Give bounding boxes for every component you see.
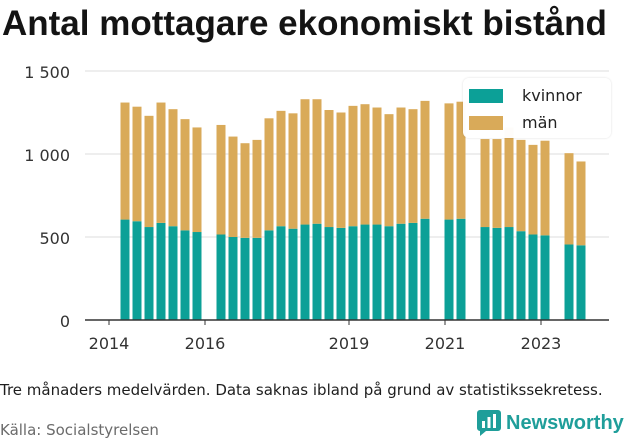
bar-kvinnor-2017-05 [264, 230, 274, 320]
bar-kvinnor-2020-02 [396, 223, 406, 320]
bar-man-2019-11 [384, 114, 394, 227]
x-tick-label: 2021 [425, 334, 466, 353]
bar-man-2018-08 [324, 110, 334, 228]
bar-kvinnor-2015-08 [180, 230, 190, 320]
bar-man-2015-02 [156, 102, 166, 223]
bar-kvinnor-2017-02 [252, 237, 262, 320]
bar-kvinnor-2022-08 [516, 231, 526, 320]
bar-kvinnor-2022-05 [504, 227, 514, 320]
bar-kvinnor-2019-02 [348, 226, 358, 320]
bar-man-2023-08 [564, 153, 574, 245]
bar-man-2014-05 [120, 102, 130, 220]
newsworthy-chart-bubble-icon [476, 409, 502, 437]
bar-kvinnor-2023-08 [564, 244, 574, 320]
bar-man-2019-08 [372, 107, 382, 225]
bar-man-2022-08 [516, 139, 526, 232]
bar-man-2021-05 [456, 101, 466, 219]
bar-man-2022-05 [504, 127, 514, 228]
bar-kvinnor-2021-11 [480, 227, 490, 320]
bar-kvinnor-2021-02 [444, 219, 454, 320]
bar-kvinnor-2016-05 [216, 234, 226, 320]
bar-kvinnor-2019-11 [384, 226, 394, 320]
bar-kvinnor-2017-08 [276, 226, 286, 320]
bar-kvinnor-2018-11 [336, 227, 346, 320]
legend-label-kvinnor: kvinnor [522, 86, 582, 105]
bar-man-2019-02 [348, 105, 358, 227]
bar-man-2021-02 [444, 103, 454, 220]
x-tick-label: 2016 [185, 334, 226, 353]
source-credit: Källa: Socialstyrelsen [0, 421, 159, 439]
newsworthy-logo: Newsworthy [476, 409, 624, 437]
logo-text: Newsworthy [506, 412, 624, 434]
bar-man-2014-11 [144, 115, 154, 228]
bar-kvinnor-2020-08 [420, 218, 430, 320]
x-tick-label: 2019 [329, 334, 370, 353]
bar-man-2018-02 [300, 99, 310, 225]
bar-kvinnor-2014-08 [132, 221, 142, 320]
legend-item-kvinnor: kvinnor [469, 86, 582, 105]
y-tick-label: 1 500 [24, 63, 70, 82]
bar-man-2020-05 [408, 109, 418, 223]
bar-kvinnor-2015-05 [168, 226, 178, 320]
bar-kvinnor-2016-11 [240, 237, 250, 320]
bar-man-2015-11 [192, 127, 202, 233]
legend-label-man: män [522, 113, 558, 132]
chart-footnote: Tre månaders medelvärden. Data saknas ib… [0, 381, 603, 399]
bar-man-2020-02 [396, 107, 406, 224]
bar-kvinnor-2018-02 [300, 224, 310, 320]
bar-layer [120, 99, 586, 320]
bar-man-2017-11 [288, 113, 298, 229]
y-tick-label: 0 [60, 312, 70, 331]
bar-man-2014-08 [132, 106, 142, 222]
chart-title: Antal mottagare ekonomiskt bistånd [2, 4, 607, 43]
legend-item-man: män [469, 113, 558, 132]
legend-swatch-kvinnor [469, 89, 503, 103]
bar-man-2017-08 [276, 110, 286, 227]
bar-kvinnor-2018-08 [324, 227, 334, 320]
bar-kvinnor-2020-05 [408, 222, 418, 320]
y-tick-label: 1 000 [24, 146, 70, 165]
bar-kvinnor-2017-11 [288, 228, 298, 320]
bar-man-2015-05 [168, 109, 178, 227]
bar-kvinnor-2016-08 [228, 237, 238, 320]
bar-man-2021-11 [480, 139, 490, 228]
bar-kvinnor-2019-05 [360, 224, 370, 320]
x-tick-label: 2023 [521, 334, 562, 353]
bar-man-2017-02 [252, 139, 262, 238]
bar-kvinnor-2015-11 [192, 232, 202, 320]
bar-man-2019-05 [360, 104, 370, 225]
bar-man-2018-05 [312, 99, 322, 224]
bar-kvinnor-2022-11 [528, 234, 538, 320]
bar-man-2017-05 [264, 118, 274, 231]
bar-man-2016-11 [240, 143, 250, 238]
bar-man-2022-11 [528, 144, 538, 235]
legend: kvinnor män [463, 78, 611, 138]
bar-man-2015-08 [180, 119, 190, 231]
axis-layer: 0 500 1 000 1 500 2014 2016 2019 2021 2023 [24, 63, 609, 353]
bar-man-2023-11 [576, 161, 586, 246]
bar-man-2016-08 [228, 136, 238, 237]
x-tick-label: 2014 [89, 334, 130, 353]
bar-kvinnor-2023-02 [540, 235, 550, 320]
bar-kvinnor-2021-05 [456, 218, 466, 320]
legend-swatch-man [469, 116, 503, 130]
bar-man-2023-02 [540, 140, 550, 236]
bar-man-2022-02 [492, 139, 502, 228]
bar-man-2018-11 [336, 112, 346, 228]
bar-kvinnor-2023-11 [576, 245, 586, 320]
bar-man-2016-05 [216, 124, 226, 235]
bar-kvinnor-2014-05 [120, 219, 130, 320]
bar-kvinnor-2018-05 [312, 223, 322, 320]
bar-kvinnor-2022-02 [492, 227, 502, 320]
bar-man-2020-08 [420, 100, 430, 219]
bar-kvinnor-2019-08 [372, 224, 382, 320]
y-tick-label: 500 [39, 229, 70, 248]
bar-kvinnor-2015-02 [156, 222, 166, 320]
bar-kvinnor-2014-11 [144, 227, 154, 320]
